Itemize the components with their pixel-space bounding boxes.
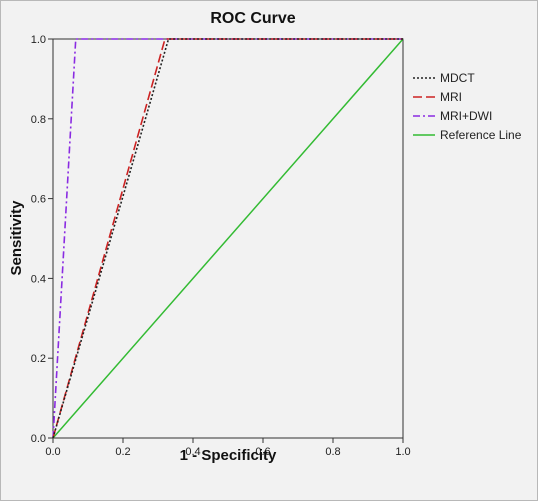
legend-label: MDCT: [440, 71, 475, 85]
x-axis: 0.0 0.2 0.4 0.6 0.8 1.0: [45, 438, 411, 458]
x-tick-label: 0.2: [115, 446, 130, 458]
y-tick-label: 1.0: [31, 34, 46, 46]
legend-label: MRI: [440, 90, 462, 104]
legend: MDCT MRI MRI+DWI Reference Line: [413, 71, 522, 142]
chart-title: ROC Curve: [210, 10, 295, 27]
y-tick-label: 0.6: [31, 194, 46, 206]
y-axis: 0.0 0.2 0.4 0.6 0.8 1.0: [31, 34, 53, 445]
x-tick-label: 0.4: [185, 446, 200, 458]
y-axis-title: Sensitivity: [8, 200, 25, 276]
x-tick-label: 0.8: [325, 446, 340, 458]
y-tick-label: 0.0: [31, 433, 46, 445]
y-tick-label: 0.4: [31, 273, 46, 285]
x-tick-label: 0.6: [255, 446, 270, 458]
y-tick-label: 0.2: [31, 353, 46, 365]
x-tick-label: 0.0: [45, 446, 60, 458]
x-axis-title: 1 - Specificity: [180, 447, 277, 464]
series-line-reference-line: [52, 38, 404, 439]
legend-label: Reference Line: [440, 128, 522, 142]
y-tick-label: 0.8: [31, 114, 46, 126]
x-tick-label: 1.0: [395, 446, 410, 458]
series-lines: [52, 38, 404, 439]
legend-label: MRI+DWI: [440, 109, 492, 123]
series-line-mri: [52, 38, 403, 439]
